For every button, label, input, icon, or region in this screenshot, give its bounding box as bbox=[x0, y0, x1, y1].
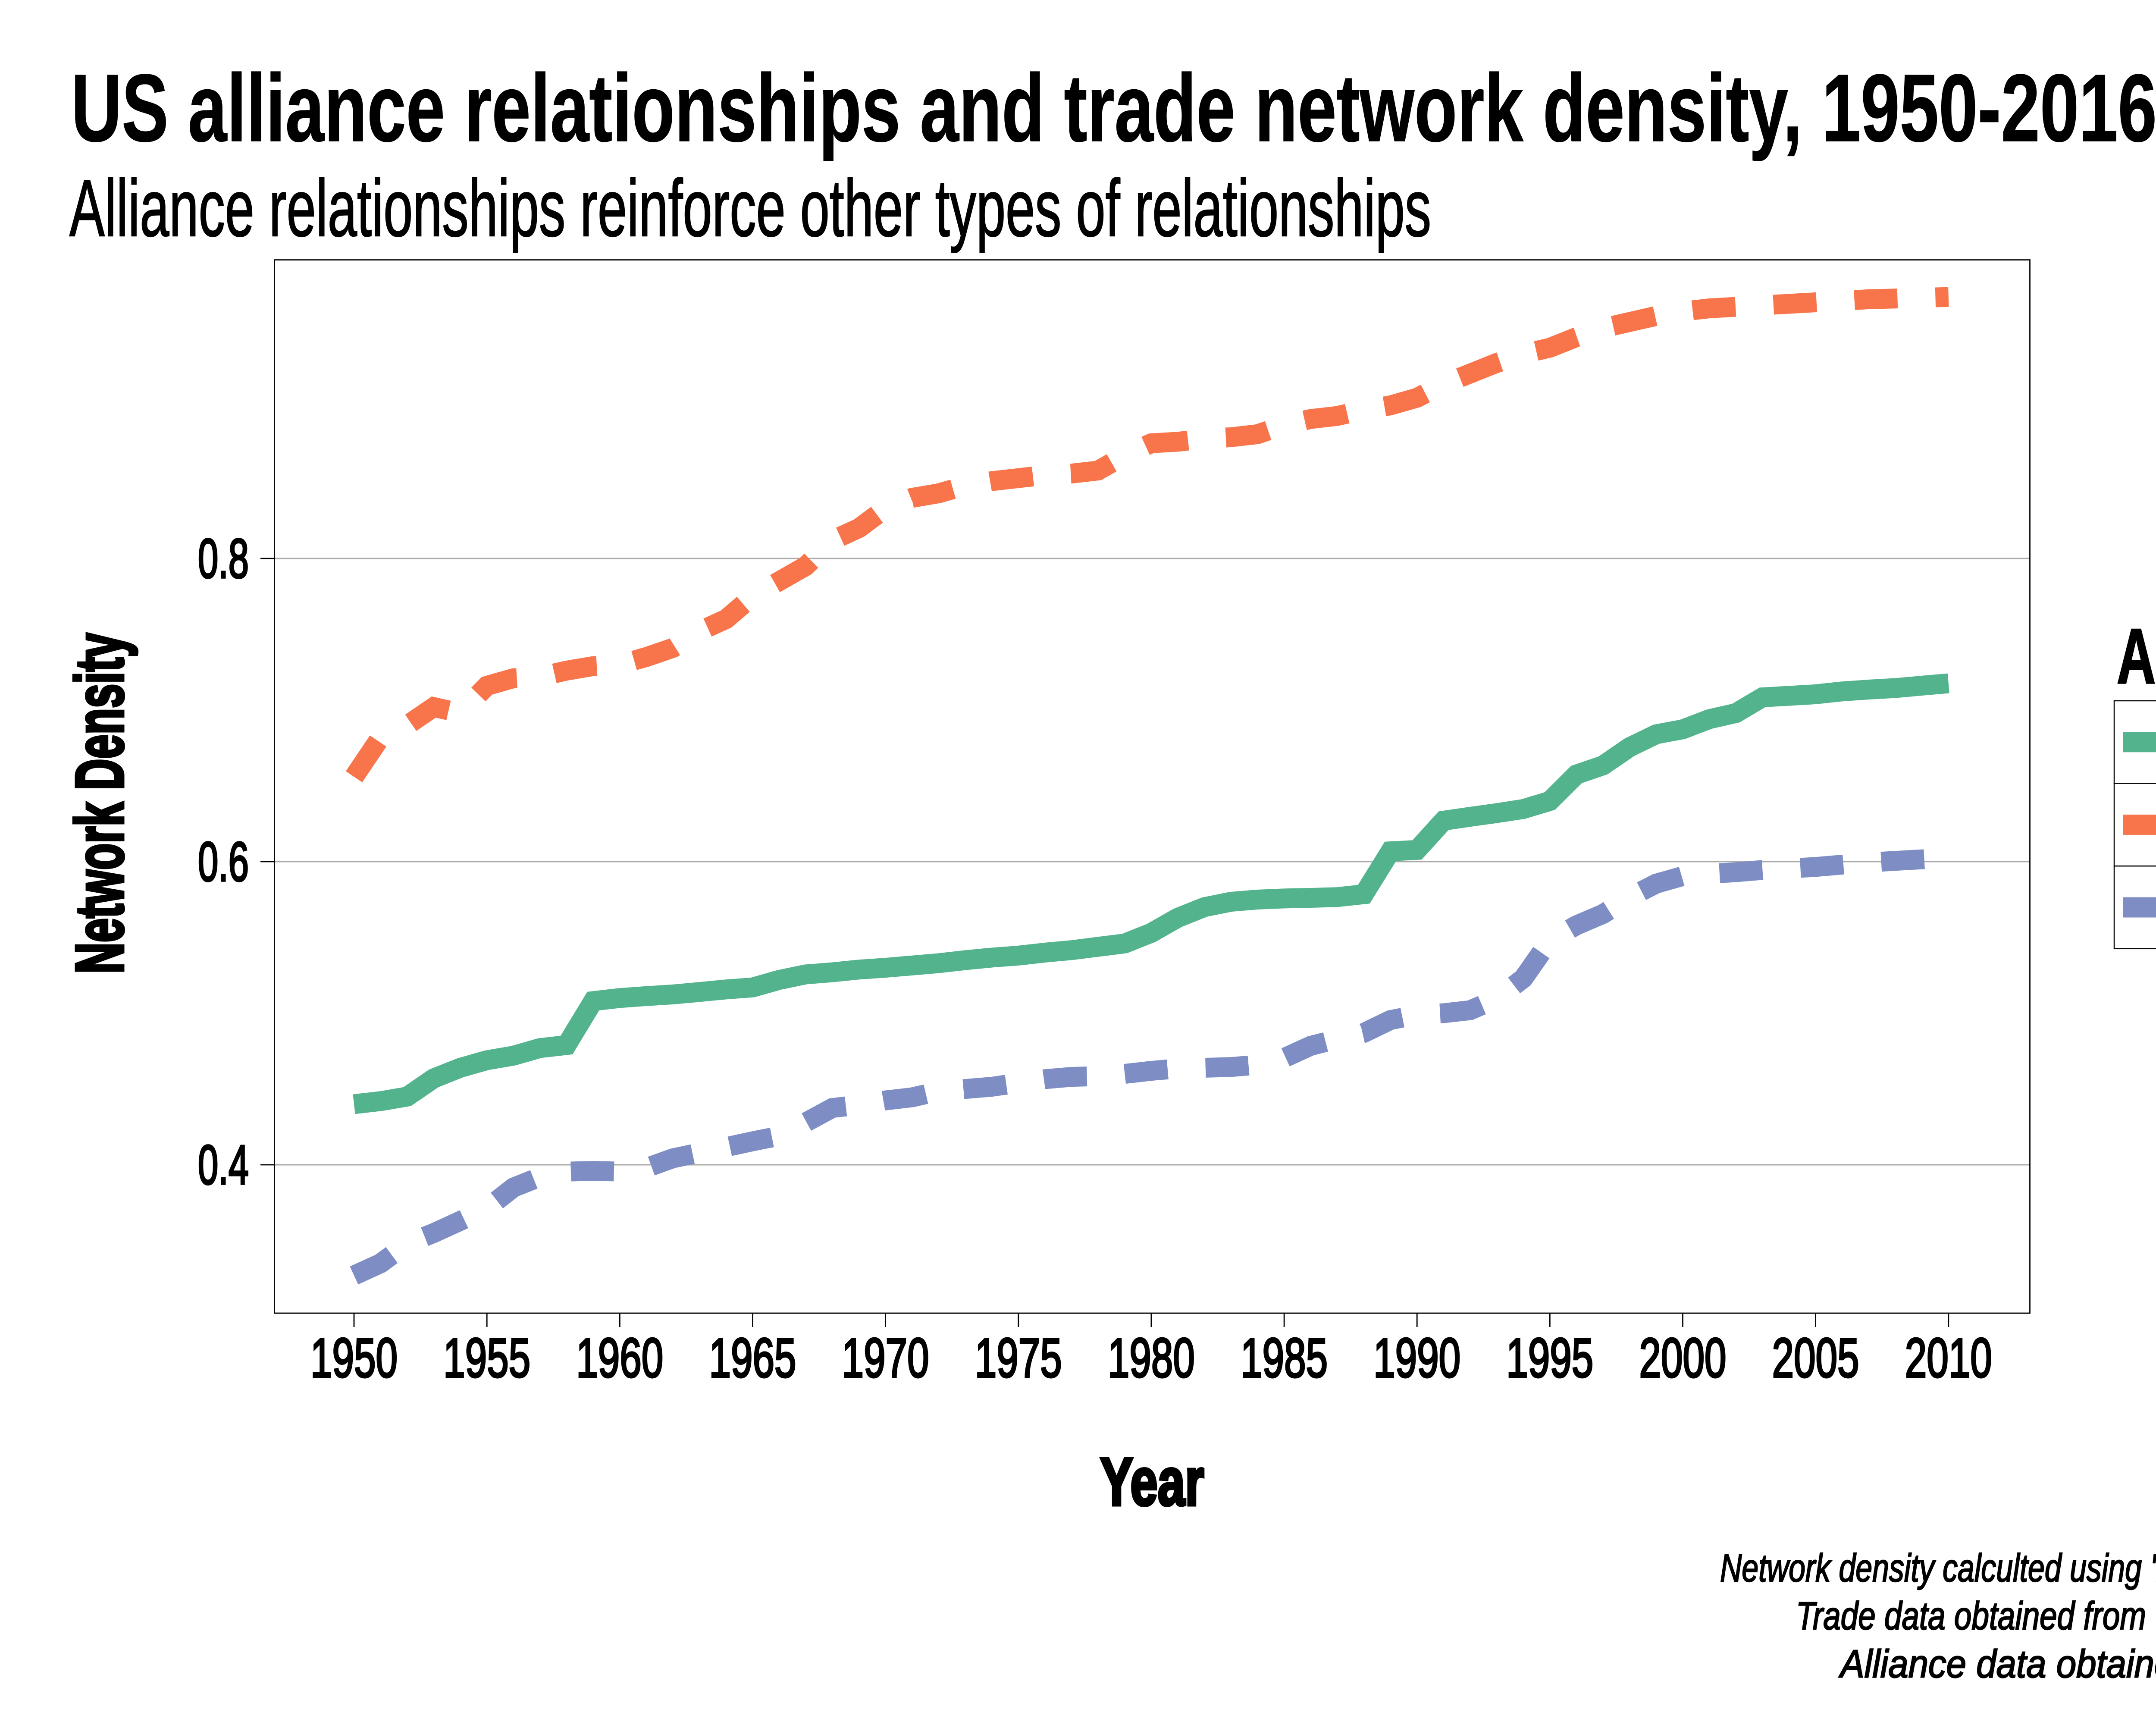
svg-text:Network Density: Network Density bbox=[62, 633, 138, 974]
svg-text:US alliance relationships and: US alliance relationships and trade netw… bbox=[71, 55, 2156, 162]
svg-text:2000: 2000 bbox=[1639, 1327, 1727, 1389]
svg-text:2010: 2010 bbox=[1905, 1327, 1992, 1389]
svg-text:1985: 1985 bbox=[1241, 1327, 1328, 1389]
svg-text:0.8: 0.8 bbox=[198, 528, 249, 590]
svg-text:0.4: 0.4 bbox=[198, 1134, 249, 1196]
svg-text:1995: 1995 bbox=[1506, 1327, 1593, 1389]
svg-text:0.6: 0.6 bbox=[198, 831, 249, 893]
svg-text:1975: 1975 bbox=[975, 1327, 1062, 1389]
svg-text:1990: 1990 bbox=[1373, 1327, 1460, 1389]
svg-text:Alliance data obtained from AT: Alliance data obtained from ATOP data (v… bbox=[1838, 1643, 2156, 1686]
svg-text:1960: 1960 bbox=[576, 1327, 663, 1389]
svg-text:Year: Year bbox=[1100, 1444, 1204, 1520]
svg-text:Network density calculted usin: Network density calculted using 'network… bbox=[1720, 1546, 2156, 1590]
svg-text:1980: 1980 bbox=[1108, 1327, 1195, 1389]
svg-text:1950: 1950 bbox=[310, 1327, 398, 1389]
svg-text:2005: 2005 bbox=[1772, 1327, 1859, 1389]
svg-text:1955: 1955 bbox=[443, 1327, 530, 1389]
svg-text:Alliance relationships reinfor: Alliance relationships reinforce other t… bbox=[69, 163, 1431, 253]
svg-text:1965: 1965 bbox=[709, 1327, 796, 1389]
svg-text:Trade data obtained from COW d: Trade data obtained from COW dyadic trad… bbox=[1796, 1594, 2156, 1638]
svg-text:1970: 1970 bbox=[842, 1327, 929, 1389]
svg-text:Alliance Relationship: Alliance Relationship bbox=[2117, 613, 2156, 700]
